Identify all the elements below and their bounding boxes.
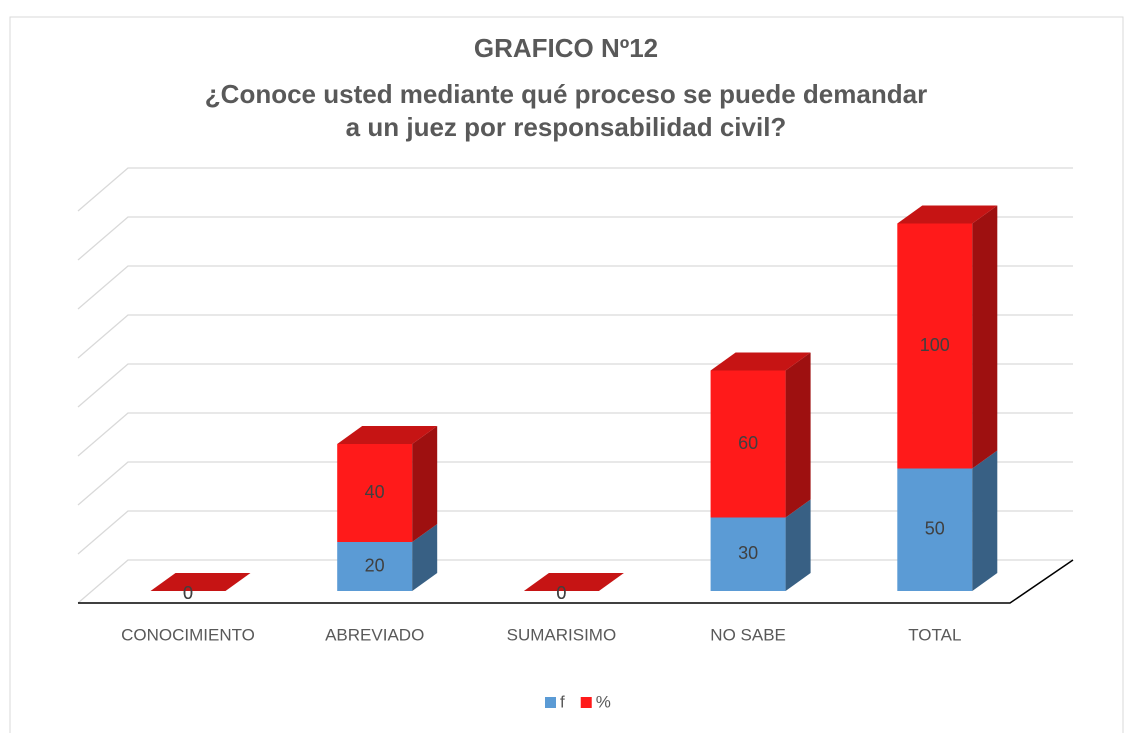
x-tick-label: NO SABE [710, 625, 786, 644]
bar-side [972, 205, 998, 469]
bar-top [150, 573, 251, 591]
legend-label: f [560, 692, 565, 711]
bar-front [897, 468, 973, 591]
chart-subtitle: ¿Conoce usted mediante qué proceso se pu… [205, 79, 927, 109]
bar-front [337, 542, 413, 591]
data-label: 50 [925, 519, 945, 539]
bar-top [897, 205, 998, 224]
grid-line [77, 167, 1073, 212]
legend-swatch [545, 697, 556, 708]
data-label: 0 [183, 583, 193, 603]
floor [78, 559, 1074, 604]
data-label: 30 [738, 543, 758, 563]
bar-top [337, 426, 438, 444]
bar-side [412, 426, 438, 542]
grid-line [77, 314, 1073, 359]
data-label: 0 [556, 583, 566, 603]
grid-line [77, 216, 1073, 261]
legend-label: % [596, 692, 611, 711]
bar-front [337, 444, 413, 542]
data-label: 0 [183, 583, 193, 603]
bar-front [710, 370, 786, 518]
data-label: 40 [365, 482, 385, 502]
x-tick-label: CONOCIMIENTO [121, 625, 255, 644]
data-label: 100 [920, 335, 950, 355]
bar-front [897, 223, 973, 469]
bar-top [523, 573, 624, 591]
bar-top [710, 352, 811, 371]
x-tick-label: SUMARISIMO [507, 625, 617, 644]
x-tick-label: ABREVIADO [325, 625, 424, 644]
data-label: 60 [738, 433, 758, 453]
data-label: 0 [556, 583, 566, 603]
bar-side [412, 524, 438, 591]
grid-line [77, 265, 1073, 310]
plot: CONOCIMIENTO00ABREVIADO2040SUMARISIMO00N… [77, 167, 1074, 711]
bar-side [972, 450, 998, 591]
legend-swatch [580, 697, 592, 708]
chart-subtitle: a un juez por responsabilidad civil? [346, 112, 787, 142]
x-tick-label: TOTAL [908, 625, 961, 644]
bar-side [785, 499, 811, 591]
bar-front [710, 517, 786, 591]
chart-title: GRAFICO Nº12 [474, 33, 658, 63]
bar-side [785, 352, 811, 518]
data-label: 20 [365, 555, 385, 575]
